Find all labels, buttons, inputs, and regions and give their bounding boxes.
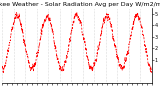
Title: Milwaukee Weather - Solar Radiation Avg per Day W/m2/minute: Milwaukee Weather - Solar Radiation Avg … (0, 2, 160, 7)
